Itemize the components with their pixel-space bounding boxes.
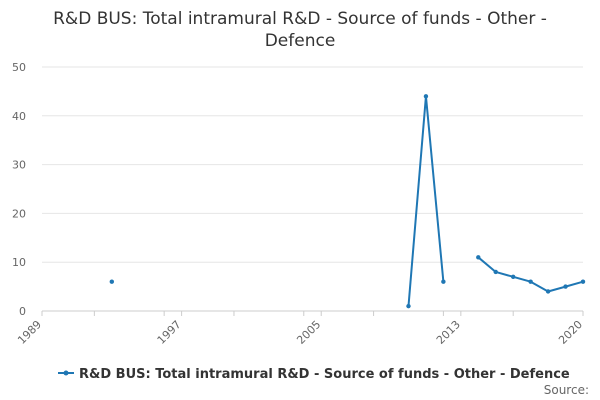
chart-title-line-1: R&D BUS: Total intramural R&D - Source o… xyxy=(53,9,547,29)
legend-label: R&D BUS: Total intramural R&D - Source o… xyxy=(79,367,570,382)
data-point[interactable] xyxy=(510,274,516,280)
y-tick-label: 30 xyxy=(12,159,26,172)
data-point[interactable] xyxy=(545,289,551,294)
y-tick-label: 10 xyxy=(12,256,26,269)
x-axis-ticks: 1989 1997 2005 2013 2020 xyxy=(15,311,585,347)
data-point[interactable] xyxy=(441,279,446,284)
data-point[interactable] xyxy=(109,279,115,284)
data-point[interactable] xyxy=(423,94,429,99)
x-tick-label: 2020 xyxy=(556,318,585,347)
x-tick-label: 2005 xyxy=(294,318,323,347)
series-layer xyxy=(109,94,586,309)
series-line xyxy=(407,95,445,307)
source-label: Source: xyxy=(544,383,589,397)
legend[interactable]: R&D BUS: Total intramural R&D - Source o… xyxy=(58,367,570,382)
legend-marker xyxy=(63,370,69,376)
data-point[interactable] xyxy=(476,255,481,260)
chart-title-line-2: Defence xyxy=(265,31,336,51)
y-tick-label: 50 xyxy=(12,61,26,74)
y-axis-ticks: 0 10 20 30 40 50 xyxy=(12,61,26,318)
x-tick-label: 1997 xyxy=(155,318,184,347)
data-point[interactable] xyxy=(528,279,533,284)
data-point[interactable] xyxy=(563,284,568,289)
y-tick-label: 0 xyxy=(19,305,26,318)
data-point[interactable] xyxy=(406,303,411,309)
y-tick-label: 40 xyxy=(12,110,26,123)
x-tick-label: 1989 xyxy=(15,318,44,347)
gridlines xyxy=(42,66,583,312)
data-point[interactable] xyxy=(493,269,498,275)
data-point[interactable] xyxy=(580,279,586,284)
y-tick-label: 20 xyxy=(12,207,26,220)
x-tick-label: 2013 xyxy=(434,318,463,347)
